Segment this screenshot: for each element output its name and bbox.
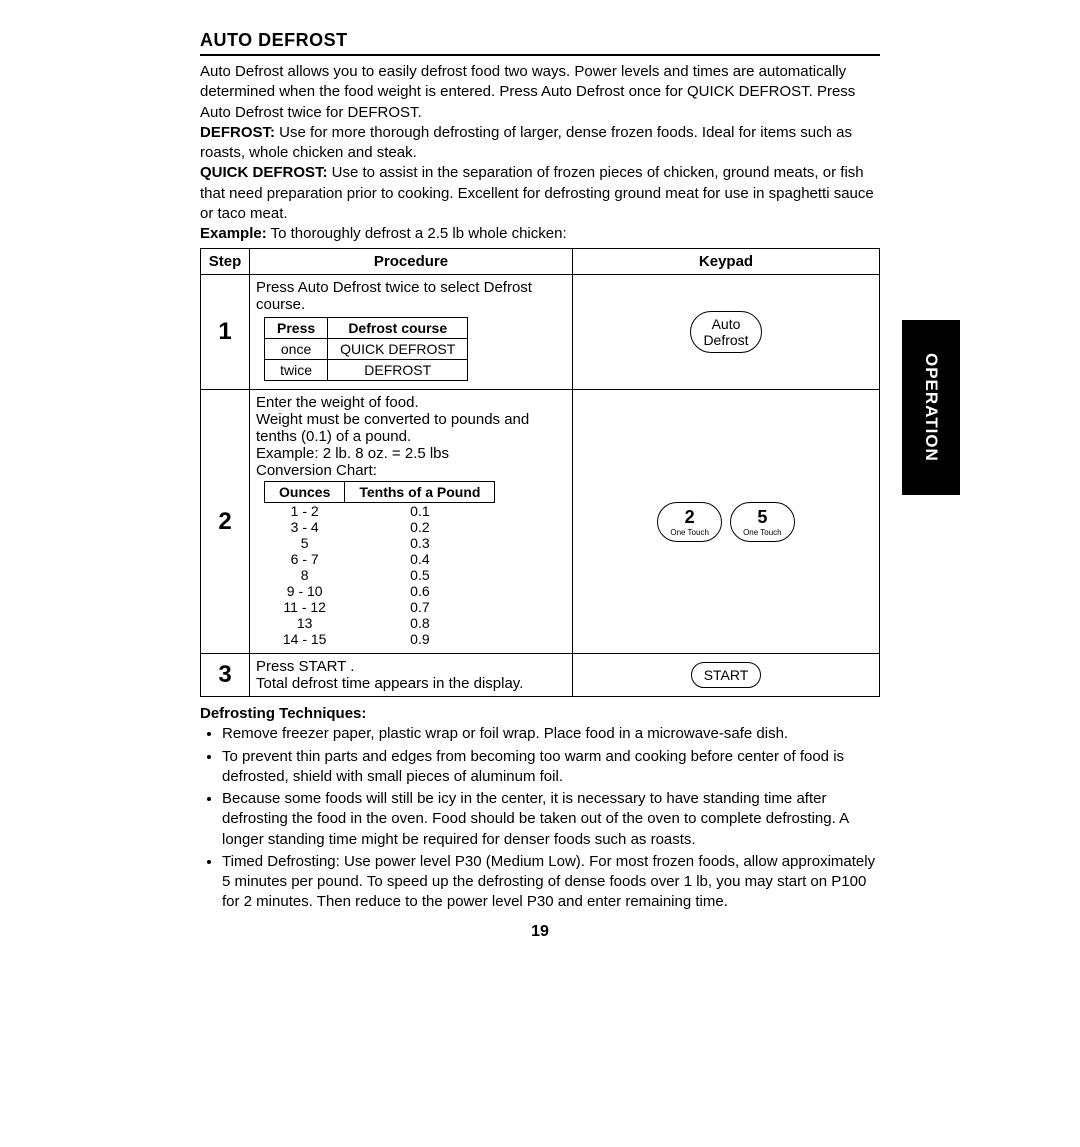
tech-4: Timed Defrosting: Use power level P30 (M… xyxy=(222,852,880,913)
conv-cell: 11 - 12 xyxy=(265,599,345,615)
conv-cell: 6 - 7 xyxy=(265,551,345,567)
page-number: 19 xyxy=(200,923,880,941)
key2-big: 2 xyxy=(670,507,709,528)
conv-label: Conversion Chart: xyxy=(256,462,377,479)
intro-block: Auto Defrost allows you to easily defros… xyxy=(200,62,880,244)
defrost-course-table: Press Defrost course once QUICK DEFROST … xyxy=(264,317,468,381)
step1-num: 1 xyxy=(201,275,250,390)
key5-big: 5 xyxy=(743,507,782,528)
step3-textb: START xyxy=(299,658,347,675)
step1-proc: Press Auto Defrost twice to select Defro… xyxy=(250,275,573,390)
conv-cell: 9 - 10 xyxy=(265,583,345,599)
conv-cell: 5 xyxy=(265,535,345,551)
quick-label: QUICK DEFROST: xyxy=(200,164,328,181)
auto-line2: Defrost xyxy=(703,332,748,348)
step1-keypad: Auto Defrost xyxy=(573,275,880,390)
tech-2: To prevent thin parts and edges from bec… xyxy=(222,747,880,788)
step3-num: 3 xyxy=(201,654,250,697)
conv-cell: 0.2 xyxy=(345,519,495,535)
side-tab-operation: OPERATION xyxy=(902,320,960,495)
t4h: and enter remaining time. xyxy=(558,893,728,910)
keypad-2-button: 2 One Touch xyxy=(657,502,722,542)
step3-proc: Press START . Total defrost time appears… xyxy=(250,654,573,697)
tech-1: Remove freezer paper, plastic wrap or fo… xyxy=(222,724,880,744)
defrost-label: DEFROST: xyxy=(200,124,275,141)
dc-r2c1: twice xyxy=(265,360,328,381)
col-step: Step xyxy=(201,249,250,275)
keypad-5-button: 5 One Touch xyxy=(730,502,795,542)
step2-proc: Enter the weight of food. Weight must be… xyxy=(250,390,573,654)
dc-r1c2: QUICK DEFROST xyxy=(328,339,468,360)
dc-h1: Press xyxy=(265,318,328,339)
conv-cell: 0.6 xyxy=(345,583,495,599)
t4c: P30 xyxy=(455,853,482,870)
intro-p1: Auto Defrost allows you to easily defros… xyxy=(200,63,855,121)
conv-cell: 0.1 xyxy=(345,503,495,520)
conv-cell: 13 xyxy=(265,615,345,631)
conv-cell: 0.3 xyxy=(345,535,495,551)
conv-h2: Tenths of a Pound xyxy=(345,482,495,503)
conv-cell: 0.5 xyxy=(345,567,495,583)
dc-r2c2: DEFROST xyxy=(328,360,468,381)
key5-sub: One Touch xyxy=(743,528,782,537)
conv-cell: 0.4 xyxy=(345,551,495,567)
dc-h2: Defrost course xyxy=(328,318,468,339)
example-text: To thoroughly defrost a 2.5 lb whole chi… xyxy=(271,225,567,242)
techniques-list: Remove freezer paper, plastic wrap or fo… xyxy=(200,724,880,912)
conv-cell: 0.7 xyxy=(345,599,495,615)
col-proc: Procedure xyxy=(250,249,573,275)
conversion-chart: Ounces Tenths of a Pound 1 - 20.13 - 40.… xyxy=(264,481,495,647)
auto-defrost-button: Auto Defrost xyxy=(690,311,761,353)
step2-num: 2 xyxy=(201,390,250,654)
conv-cell: 0.8 xyxy=(345,615,495,631)
conv-cell: 3 - 4 xyxy=(265,519,345,535)
example-label: Example: xyxy=(200,225,267,242)
section-title: AUTO DEFROST xyxy=(200,30,880,56)
side-tab-label: OPERATION xyxy=(921,353,941,462)
steps-table: Step Procedure Keypad 1 Press Auto Defro… xyxy=(200,248,880,697)
auto-line1: Auto xyxy=(712,316,741,332)
defrost-text: Use for more thorough defrosting of larg… xyxy=(200,124,852,161)
step2-text: Enter the weight of food. Weight must be… xyxy=(256,394,529,462)
conv-cell: 1 - 2 xyxy=(265,503,345,520)
step3-texta: Press xyxy=(256,658,299,675)
step1-texta: Press xyxy=(256,279,298,296)
conv-cell: 8 xyxy=(265,567,345,583)
t4g: P30 xyxy=(527,893,554,910)
conv-cell: 14 - 15 xyxy=(265,631,345,647)
t4b: Use power level xyxy=(344,853,455,870)
start-button: START xyxy=(691,662,762,688)
t4f: Then reduce to the power level xyxy=(317,893,527,910)
key2-sub: One Touch xyxy=(670,528,709,537)
conv-cell: 0.9 xyxy=(345,631,495,647)
tech-3: Because some foods will still be icy in … xyxy=(222,789,880,850)
step3-keypad: START xyxy=(573,654,880,697)
step2-keypad: 2 One Touch 5 One Touch xyxy=(573,390,880,654)
col-keypad: Keypad xyxy=(573,249,880,275)
t4a: Timed Defrosting: xyxy=(222,853,340,870)
conv-h1: Ounces xyxy=(265,482,345,503)
step1-textb: Auto Defrost xyxy=(298,279,381,296)
dc-r1c1: once xyxy=(265,339,328,360)
techniques-label: Defrosting Techniques: xyxy=(200,705,880,722)
